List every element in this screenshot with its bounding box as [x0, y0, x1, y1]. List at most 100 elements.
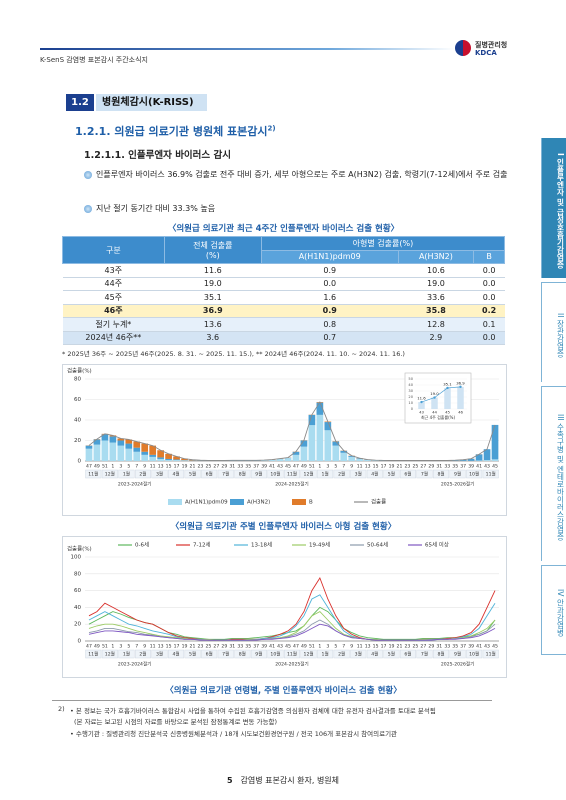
- x-tick-label: 1: [111, 464, 114, 470]
- x-tick-label: 19: [389, 464, 395, 470]
- x-tick-label: 51: [309, 464, 315, 470]
- y-tick-label: 40: [74, 418, 81, 424]
- side-tab[interactable]: I 인플루엔자 및 급성호흡기감염증: [541, 138, 566, 278]
- x-tick-label: 27: [213, 644, 219, 650]
- month-label: 4월: [371, 471, 378, 478]
- x-tick-label: 1: [111, 644, 114, 650]
- table-row: 43주 11.6 0.9 10.6 0.0: [62, 263, 505, 278]
- bar-segment: [467, 458, 475, 461]
- bar-segment: [101, 434, 109, 441]
- header-rule: [40, 48, 455, 50]
- month-label: 6월: [206, 651, 213, 658]
- tab-label: 인플루엔자 및 급성호흡기감염증: [556, 158, 565, 269]
- bar-segment: [93, 444, 101, 461]
- bar-segment: [173, 456, 180, 460]
- tab-num: I: [556, 153, 565, 156]
- month-box: [317, 649, 334, 659]
- month-label: 12월: [105, 471, 115, 478]
- table-row: 절기 누계* 13.6 0.8 12.8 0.1: [62, 317, 505, 332]
- bar-segment: [284, 457, 292, 461]
- month-box: [350, 469, 367, 479]
- footnote-rule: [52, 700, 492, 701]
- month-box: [134, 649, 151, 659]
- x-tick-label: 29: [221, 464, 227, 470]
- x-tick-label: 39: [261, 464, 267, 470]
- x-tick-label: 11: [357, 644, 363, 650]
- bar-segment: [117, 440, 125, 446]
- month-box: [366, 649, 383, 659]
- bar-segment: [356, 458, 364, 461]
- table-cell: 13.6: [164, 317, 262, 332]
- chart-frame: 검출률(%) 0 20 40 60 80 100 47 49 51 1 3 5 7 9 11 13 15 17 19 2…: [62, 536, 507, 678]
- month-label: 6월: [404, 471, 411, 478]
- inset-bar: [444, 387, 451, 409]
- x-tick-label: 25: [412, 644, 418, 650]
- tab-label: 수족구병 및 엔테로바이러스감염증: [556, 422, 565, 541]
- table-cell: 3.6: [164, 331, 262, 345]
- x-tick-label: 3: [326, 644, 329, 650]
- bar-segment: [165, 458, 172, 460]
- month-label: 1월: [123, 471, 130, 478]
- month-box: [433, 649, 450, 659]
- x-tick-label: 51: [102, 644, 108, 650]
- month-label: 11월: [88, 471, 98, 478]
- season-label: 2024-2025절기: [275, 481, 309, 488]
- bar-segment: [173, 459, 180, 460]
- bar-segment: [117, 438, 125, 441]
- x-tick-label: 9: [350, 464, 353, 470]
- tab-num: II: [556, 313, 565, 318]
- month-label: 10월: [270, 471, 280, 478]
- x-tick-label: 1: [318, 464, 321, 470]
- month-label: 3월: [355, 471, 362, 478]
- subsection-text: 1.2.1. 의원급 의료기관 병원체 표본감시: [75, 125, 268, 138]
- side-tab[interactable]: III 수족구병 및 엔테로바이러스감염증: [541, 386, 566, 561]
- bar-segment: [308, 414, 316, 426]
- bar-segment: [324, 430, 332, 461]
- month-box: [317, 469, 334, 479]
- bar-segment: [85, 445, 93, 449]
- x-tick-label: 1: [318, 644, 321, 650]
- month-label: 8월: [239, 651, 246, 658]
- x-tick-label: 7: [135, 464, 138, 470]
- side-tab[interactable]: IV 안과감염병: [541, 565, 566, 655]
- x-tick-label: 39: [468, 644, 474, 650]
- x-tick-label: 7: [135, 644, 138, 650]
- month-label: 4월: [371, 651, 378, 658]
- x-tick-label: 15: [166, 644, 172, 650]
- x-tick-label: 35: [245, 644, 251, 650]
- x-tick-label: 31: [436, 644, 442, 650]
- month-box: [300, 649, 317, 659]
- bar-segment: [459, 459, 467, 461]
- table-subheader-row: A(H1N1)pdm09 A(H3N2) B: [63, 249, 505, 264]
- table-row: 45주 35.1 1.6 33.6 0.0: [62, 290, 505, 305]
- table-header-row: 구분 전체 검출률 (%) 아형별 검출률(%): [62, 236, 506, 264]
- inset-x-tick-label: 45: [445, 410, 450, 415]
- bar-segment: [101, 440, 109, 461]
- bullet-icon: [84, 205, 92, 213]
- chart-caption: 〈의원급 의료기관 주별 인플루엔자 바이러스 아형 검출 현황〉: [170, 522, 397, 532]
- x-tick-label: 35: [452, 644, 458, 650]
- side-tab[interactable]: II 장관감염증: [541, 282, 566, 382]
- inset-x-tick-label: 44: [432, 410, 437, 415]
- inset-value-label: 19.0: [430, 391, 439, 396]
- x-tick-label: 27: [420, 644, 426, 650]
- legend-label: B: [309, 500, 313, 506]
- month-label: 6월: [206, 471, 213, 478]
- table-row: 2024년 46주** 3.6 0.7 2.9 0.0: [62, 331, 505, 345]
- month-box: [118, 649, 135, 659]
- x-tick-label: 49: [301, 464, 307, 470]
- table-cell: 44주: [62, 277, 165, 291]
- legend-swatch: [292, 499, 306, 505]
- bar-segment: [165, 459, 172, 461]
- y-tick-label: 20: [74, 438, 81, 444]
- month-label: 8월: [437, 471, 444, 478]
- y-tick-label: 0: [78, 459, 82, 465]
- bar-segment: [173, 459, 180, 461]
- bar-segment: [125, 448, 133, 461]
- table-cell: 46주: [62, 304, 165, 318]
- bar-segment: [141, 443, 149, 452]
- month-label: 5월: [189, 471, 196, 478]
- legend-label: A(H3N2): [247, 500, 270, 506]
- table-cell: 0.7: [261, 331, 399, 345]
- x-tick-label: 33: [237, 644, 243, 650]
